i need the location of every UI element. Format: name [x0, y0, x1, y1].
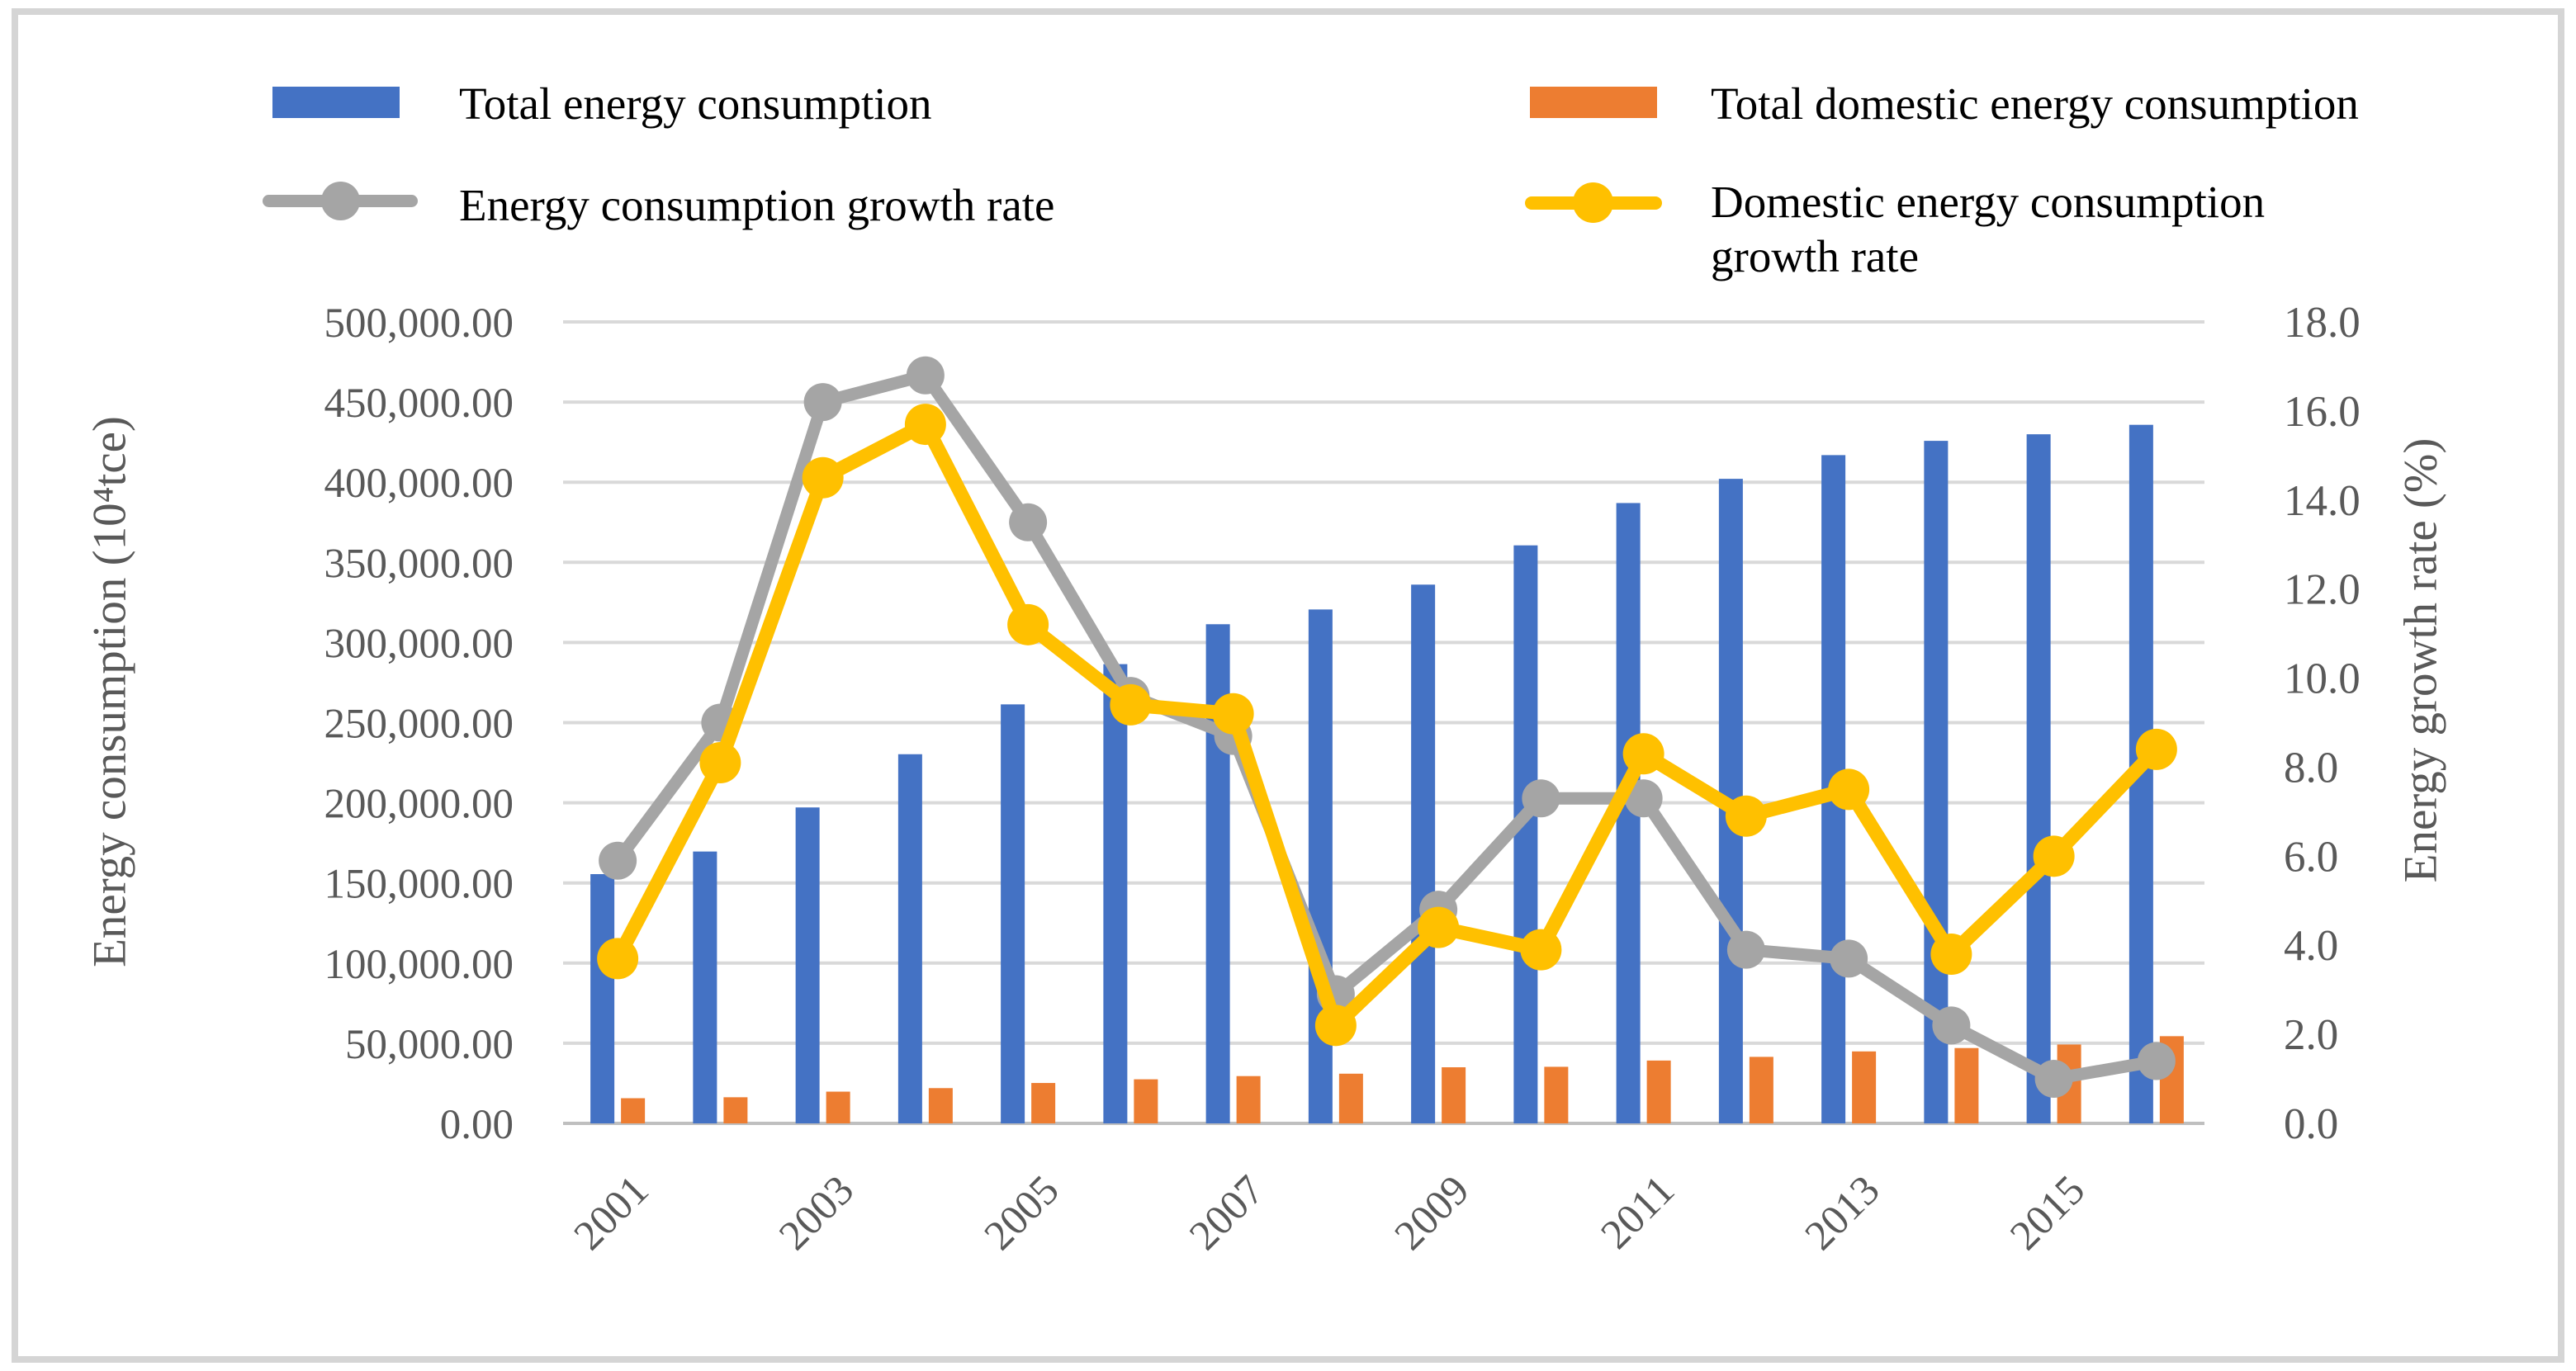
right-axis-tick: 4.0 — [2284, 922, 2338, 970]
line-marker-icon — [1573, 182, 1613, 223]
left-axis-tick: 300,000.00 — [324, 621, 514, 667]
marker-domestic-2014 — [1930, 934, 1972, 976]
bar-total-2010 — [1513, 545, 1538, 1123]
left-axis-tick: 0.00 — [440, 1102, 514, 1148]
right-axis-tick: 10.0 — [2284, 655, 2361, 703]
bar-domestic-2003 — [826, 1091, 850, 1123]
marker-total-2001 — [599, 841, 637, 880]
right-axis-tick: 2.0 — [2284, 1011, 2338, 1059]
bar-domestic-2014 — [1954, 1047, 1979, 1123]
marker-domestic-2001 — [597, 938, 639, 980]
marker-domestic-2007 — [1212, 693, 1254, 735]
marker-domestic-2010 — [1520, 929, 1562, 971]
bar-total-2005 — [1001, 704, 1025, 1123]
bar-domestic-2009 — [1442, 1067, 1466, 1123]
marker-domestic-2006 — [1110, 683, 1152, 726]
bar-domestic-2005 — [1031, 1083, 1056, 1123]
marker-domestic-2005 — [1007, 603, 1049, 645]
left-axis-tick: 150,000.00 — [324, 862, 514, 908]
marker-total-2014 — [1932, 1006, 1971, 1045]
marker-total-2010 — [1522, 779, 1560, 818]
right-axis-tick: 12.0 — [2284, 566, 2361, 614]
marker-total-2013 — [1830, 939, 1868, 978]
bar-total-2003 — [795, 807, 820, 1123]
marker-total-2004 — [906, 356, 945, 395]
legend-label: Total domestic energy consumption — [1711, 78, 2359, 129]
bar-swatch-icon — [272, 87, 400, 118]
marker-domestic-2015 — [2033, 835, 2075, 877]
bar-total-2009 — [1411, 584, 1436, 1123]
bar-domestic-2004 — [928, 1088, 953, 1123]
bar-total-2002 — [693, 851, 717, 1123]
left-axis-tick: 450,000.00 — [324, 381, 514, 427]
marker-domestic-2012 — [1725, 795, 1767, 837]
bar-total-2004 — [897, 754, 922, 1123]
marker-domestic-2002 — [699, 742, 741, 784]
left-axis-tick: 50,000.00 — [345, 1022, 514, 1068]
growth-line-total — [611, 369, 2163, 1085]
x-axis-tick-2013: 2013 — [1797, 1167, 1889, 1260]
legend-label: Total energy consumption — [459, 78, 932, 129]
marker-total-2005 — [1009, 503, 1048, 541]
marker-total-2003 — [803, 383, 842, 422]
bar-swatch-icon — [1530, 87, 1657, 118]
left-axis-tick: 100,000.00 — [324, 942, 514, 988]
left-axis-tick: 200,000.00 — [324, 782, 514, 828]
right-axis-tick: 16.0 — [2284, 388, 2361, 436]
right-axis-tick: 18.0 — [2284, 299, 2361, 347]
marker-total-2011 — [1624, 779, 1663, 818]
marker-domestic-2011 — [1622, 733, 1664, 775]
left-axis-tick: 500,000.00 — [324, 300, 514, 347]
right-axis-tick: 6.0 — [2284, 833, 2338, 881]
bar-total-2015 — [2026, 434, 2051, 1123]
x-axis-tick-2005: 2005 — [976, 1167, 1068, 1260]
marker-domestic-2003 — [802, 456, 844, 499]
x-axis-tick-2009: 2009 — [1386, 1167, 1479, 1260]
marker-total-2012 — [1726, 930, 1765, 969]
bar-domestic-2002 — [723, 1097, 748, 1123]
marker-domestic-2016 — [2135, 728, 2177, 770]
right-axis-tick: 8.0 — [2284, 744, 2338, 792]
marker-total-2015 — [2034, 1060, 2073, 1099]
x-axis-tick-2015: 2015 — [2001, 1167, 2094, 1260]
x-axis-tick-2007: 2007 — [1181, 1167, 1273, 1260]
marker-domestic-2008 — [1314, 1005, 1357, 1047]
growth-line-domestic — [610, 417, 2164, 1033]
legend-label: Domestic energy consumption growth rate — [1711, 177, 2266, 281]
bar-total-2006 — [1103, 664, 1128, 1123]
marker-domestic-2004 — [904, 404, 946, 446]
right-axis-tick: 14.0 — [2284, 477, 2361, 525]
bar-domestic-2012 — [1749, 1057, 1773, 1123]
bar-domestic-2013 — [1852, 1051, 1877, 1123]
x-axis-tick-2001: 2001 — [566, 1167, 658, 1260]
bar-domestic-2006 — [1134, 1079, 1158, 1123]
x-axis-tick-2011: 2011 — [1593, 1167, 1683, 1258]
marker-domestic-2009 — [1418, 906, 1460, 948]
marker-total-2016 — [2137, 1042, 2176, 1080]
bar-total-2008 — [1308, 609, 1333, 1123]
legend-label: Energy consumption growth rate — [459, 180, 1055, 230]
left-axis-tick: 350,000.00 — [324, 541, 514, 587]
marker-domestic-2013 — [1828, 768, 1870, 811]
bar-domestic-2007 — [1236, 1076, 1261, 1123]
x-axis-tick-2003: 2003 — [770, 1167, 863, 1260]
right-axis-tick: 0.0 — [2284, 1100, 2338, 1148]
line-marker-icon — [321, 182, 360, 220]
left-axis-tick: 250,000.00 — [324, 702, 514, 748]
bar-total-2001 — [590, 874, 615, 1123]
left-axis-tick: 400,000.00 — [324, 461, 514, 507]
bar-domestic-2010 — [1544, 1066, 1569, 1123]
bar-domestic-2001 — [621, 1098, 646, 1123]
bar-domestic-2011 — [1646, 1060, 1671, 1123]
bar-domestic-2008 — [1338, 1073, 1363, 1123]
